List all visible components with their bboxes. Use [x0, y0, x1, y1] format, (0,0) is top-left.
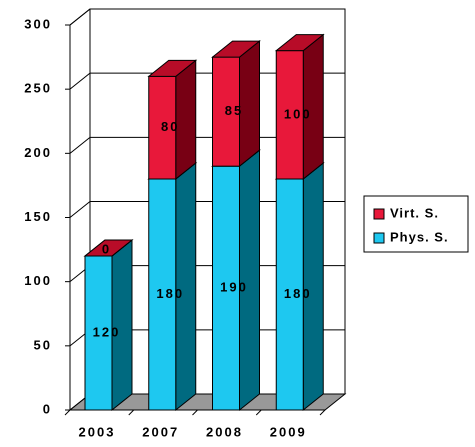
y-tick-label: 250: [24, 81, 52, 96]
bar-top: [274, 34, 325, 52]
bar-top: [83, 239, 134, 257]
bar: [212, 165, 240, 411]
legend-swatch: [373, 208, 385, 220]
x-tick-label: 2007: [142, 424, 179, 439]
bar: [84, 255, 113, 411]
y-tick-label: 200: [24, 145, 52, 160]
y-tick-label: 50: [34, 337, 52, 352]
grid-line: [69, 8, 345, 26]
value-label: 0: [102, 241, 111, 256]
bar: [148, 178, 177, 411]
x-tick-label: 2003: [79, 424, 116, 439]
y-tick-label: 100: [24, 273, 52, 288]
x-tick-label: 2008: [206, 424, 243, 439]
value-label: 180: [156, 286, 184, 301]
x-tick: [319, 409, 326, 416]
bar-top: [211, 40, 261, 58]
value-label: 85: [225, 103, 243, 118]
value-label: 120: [93, 324, 121, 339]
value-label: 80: [161, 119, 179, 134]
x-tick: [255, 409, 262, 416]
bar-top: [147, 59, 198, 77]
bar: [212, 56, 240, 167]
bar: [275, 178, 304, 411]
x-tick: [128, 409, 135, 416]
legend-swatch: [373, 232, 385, 244]
x-tick: [192, 409, 198, 416]
bar: [275, 50, 304, 180]
y-tick-label: 300: [24, 16, 52, 31]
value-label: 100: [284, 106, 312, 121]
bar: [148, 75, 177, 180]
x-tick: [64, 409, 71, 416]
value-label: 180: [284, 286, 312, 301]
value-label: 190: [220, 280, 248, 295]
y-tick-label: 0: [43, 401, 52, 416]
legend-label: Virt. S.: [390, 205, 439, 220]
x-tick-label: 2009: [270, 424, 307, 439]
y-tick-label: 150: [24, 209, 52, 224]
legend-label: Phys. S.: [390, 229, 449, 244]
